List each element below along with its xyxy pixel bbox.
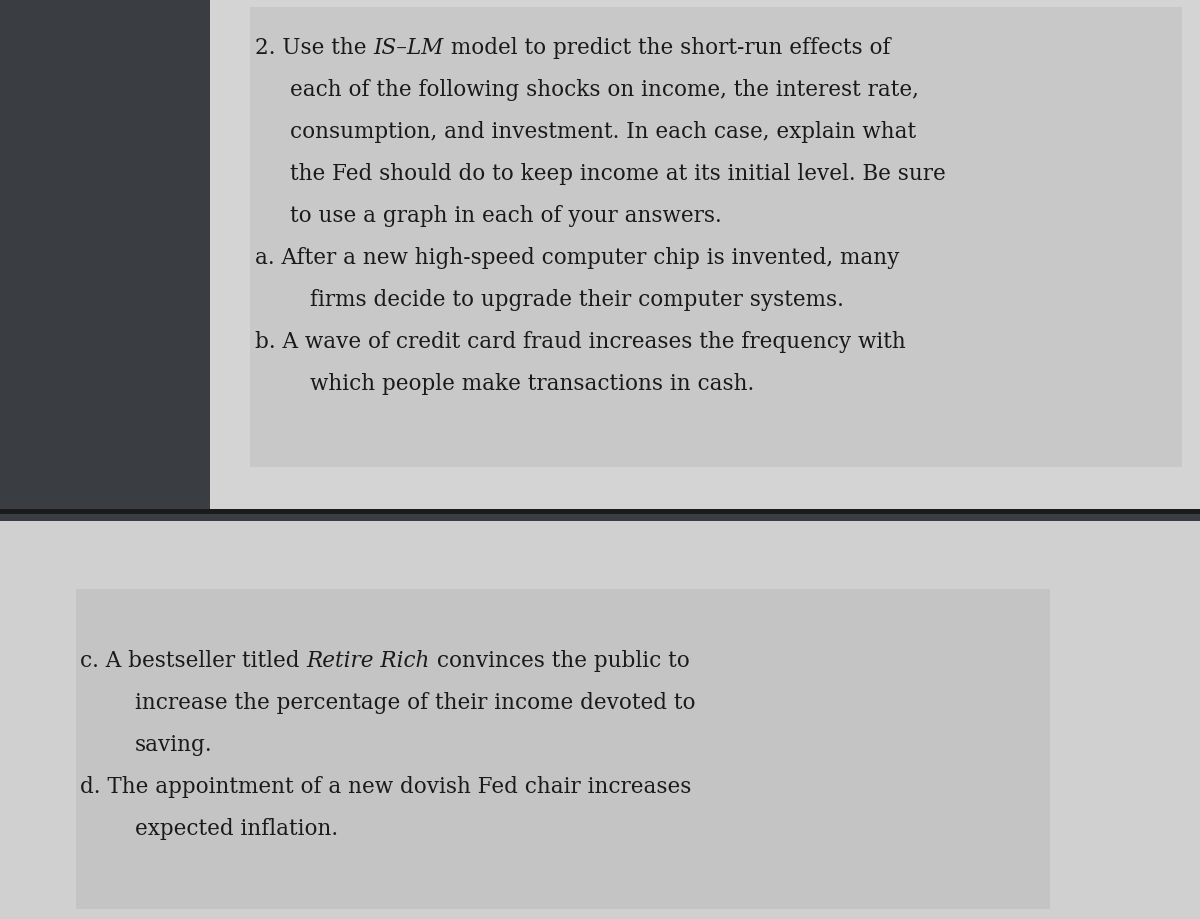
Text: convinces the public to: convinces the public to bbox=[430, 650, 690, 671]
Text: c. A bestseller titled: c. A bestseller titled bbox=[80, 650, 306, 671]
Text: d. The appointment of a new dovish Fed chair increases: d. The appointment of a new dovish Fed c… bbox=[80, 775, 691, 797]
Text: increase the percentage of their income devoted to: increase the percentage of their income … bbox=[134, 691, 696, 713]
Text: IS–LM: IS–LM bbox=[373, 37, 444, 59]
Bar bbox=[210, 0, 1200, 509]
Text: expected inflation.: expected inflation. bbox=[134, 817, 338, 839]
Bar bbox=[250, 8, 1182, 468]
Text: model to predict the short-run effects of: model to predict the short-run effects o… bbox=[444, 37, 890, 59]
Text: 2. Use the: 2. Use the bbox=[256, 37, 373, 59]
Text: which people make transactions in cash.: which people make transactions in cash. bbox=[310, 372, 755, 394]
Text: to use a graph in each of your answers.: to use a graph in each of your answers. bbox=[290, 205, 721, 227]
Text: a. After a new high-speed computer chip is invented, many: a. After a new high-speed computer chip … bbox=[256, 246, 899, 268]
Bar bbox=[0, 521, 1200, 919]
Text: saving.: saving. bbox=[134, 733, 212, 755]
Bar bbox=[76, 589, 1050, 909]
Text: Retire Rich: Retire Rich bbox=[306, 650, 430, 671]
Text: consumption, and investment. In each case, explain what: consumption, and investment. In each cas… bbox=[290, 120, 916, 142]
Text: the Fed should do to keep income at its initial level. Be sure: the Fed should do to keep income at its … bbox=[290, 163, 946, 185]
Text: each of the following shocks on income, the interest rate,: each of the following shocks on income, … bbox=[290, 79, 919, 101]
Text: b. A wave of credit card fraud increases the frequency with: b. A wave of credit card fraud increases… bbox=[256, 331, 906, 353]
Text: firms decide to upgrade their computer systems.: firms decide to upgrade their computer s… bbox=[310, 289, 844, 311]
